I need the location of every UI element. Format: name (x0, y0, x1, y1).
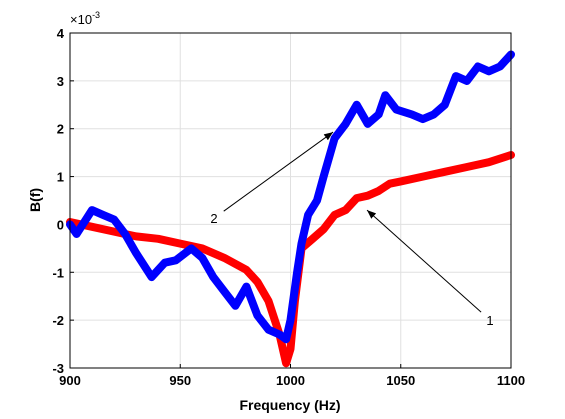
y-tick-label: 2 (57, 122, 64, 137)
y-exponent-base: ×10 (70, 12, 92, 27)
data-line (66, 50, 515, 344)
annotation-text: 2 (210, 211, 217, 226)
y-tick-label: 1 (57, 170, 64, 185)
y-exponent-power: -3 (92, 10, 100, 20)
y-tick-label: -1 (52, 265, 64, 280)
annotation-arrow (223, 131, 334, 212)
y-tick-label: 3 (57, 74, 64, 89)
annotation-text: 1 (486, 313, 493, 328)
y-tick-label: 0 (57, 217, 64, 232)
x-tick-label: 900 (59, 373, 81, 388)
y-tick-label: 4 (57, 26, 65, 41)
x-tick-label: 1050 (386, 373, 415, 388)
y-tick-label: -2 (52, 313, 64, 328)
annotation-arrow (366, 209, 482, 313)
x-tick-label: 950 (169, 373, 191, 388)
x-axis-label: Frequency (Hz) (239, 397, 340, 413)
x-tick-label: 1000 (276, 373, 305, 388)
y-axis-label: B(f) (27, 188, 43, 212)
axes-box (69, 32, 512, 369)
y-exponent: ×10-3 (70, 10, 100, 27)
x-tick-label: 1100 (497, 373, 525, 388)
y-tick-label: -3 (52, 361, 64, 376)
